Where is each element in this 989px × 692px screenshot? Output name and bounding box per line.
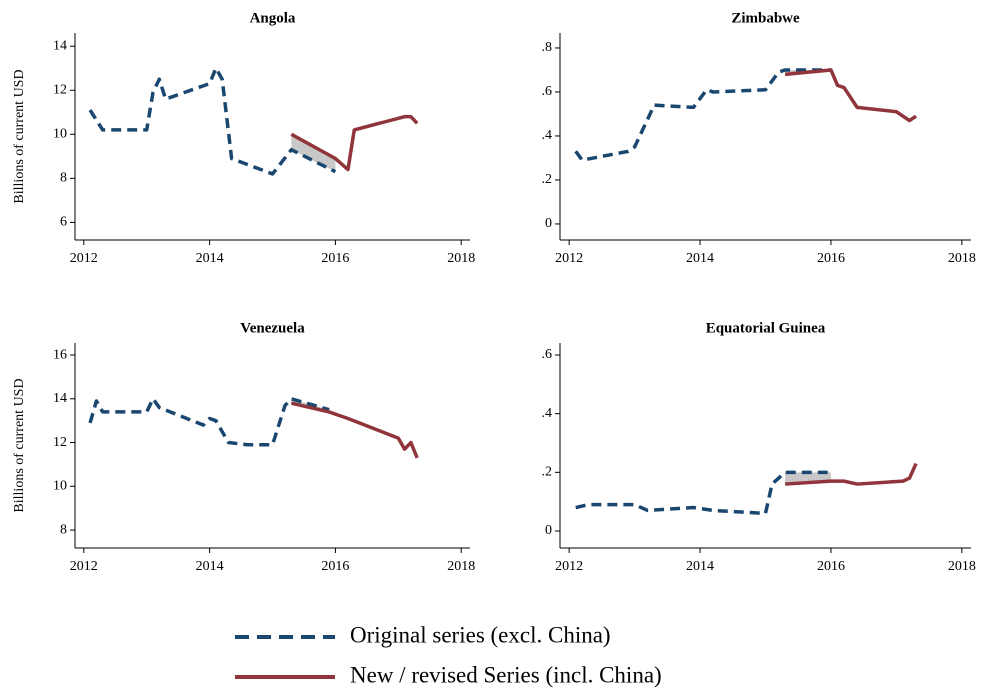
- legend-label: New / revised Series (incl. China): [350, 662, 662, 687]
- legend-label: Original series (excl. China): [350, 622, 611, 647]
- series-line: [574, 68, 831, 162]
- series-line: [290, 401, 419, 459]
- x-tick-label: 2014: [686, 559, 714, 574]
- series-line: [784, 68, 918, 123]
- panel-title: Angola: [250, 10, 296, 26]
- x-tick-label: 2014: [196, 559, 224, 574]
- x-tick-label: 2014: [686, 251, 714, 266]
- x-tick-label: 2018: [948, 559, 976, 574]
- y-tick-label: .2: [542, 172, 553, 187]
- y-tick-label: 16: [53, 347, 67, 362]
- series-line: [290, 114, 419, 172]
- y-tick-label: 14: [53, 38, 67, 53]
- y-tick-label: 10: [53, 479, 67, 494]
- x-tick-label: 2016: [321, 559, 349, 574]
- y-tick-label: 8: [60, 522, 67, 537]
- y-tick-label: 0: [545, 523, 552, 538]
- y-tick-label: .4: [542, 406, 553, 421]
- y-tick-label: .6: [542, 347, 553, 362]
- x-tick-label: 2016: [817, 251, 845, 266]
- y-axis-title: Billions of current USD: [12, 378, 27, 512]
- y-tick-label: 12: [53, 82, 67, 97]
- y-tick-label: 8: [60, 171, 67, 186]
- y-tick-label: 10: [53, 127, 67, 142]
- series-line: [575, 470, 831, 516]
- x-tick-label: 2012: [70, 559, 98, 574]
- x-tick-label: 2014: [196, 251, 224, 266]
- y-tick-label: 0: [545, 216, 552, 231]
- y-tick-label: .6: [542, 84, 553, 99]
- panel-title: Equatorial Guinea: [706, 320, 826, 336]
- x-tick-label: 2016: [321, 251, 349, 266]
- panel-title: Venezuela: [240, 320, 305, 336]
- y-tick-label: 12: [53, 435, 67, 450]
- y-tick-label: .2: [542, 465, 553, 480]
- y-tick-label: 6: [60, 215, 67, 230]
- x-tick-label: 2018: [447, 251, 475, 266]
- y-tick-label: .4: [542, 128, 553, 143]
- y-tick-label: 14: [53, 391, 67, 406]
- panel-title: Zimbabwe: [731, 10, 800, 26]
- x-tick-label: 2012: [555, 559, 583, 574]
- gap-shade: [291, 134, 336, 172]
- series-line: [88, 66, 337, 176]
- x-tick-label: 2018: [447, 559, 475, 574]
- series-line: [785, 462, 918, 486]
- x-tick-label: 2012: [70, 251, 98, 266]
- y-axis-title: Billions of current USD: [12, 69, 27, 203]
- y-tick-label: .8: [542, 40, 553, 55]
- series-line: [88, 397, 330, 447]
- x-tick-label: 2018: [948, 251, 976, 266]
- x-tick-label: 2016: [817, 559, 845, 574]
- x-tick-label: 2012: [555, 251, 583, 266]
